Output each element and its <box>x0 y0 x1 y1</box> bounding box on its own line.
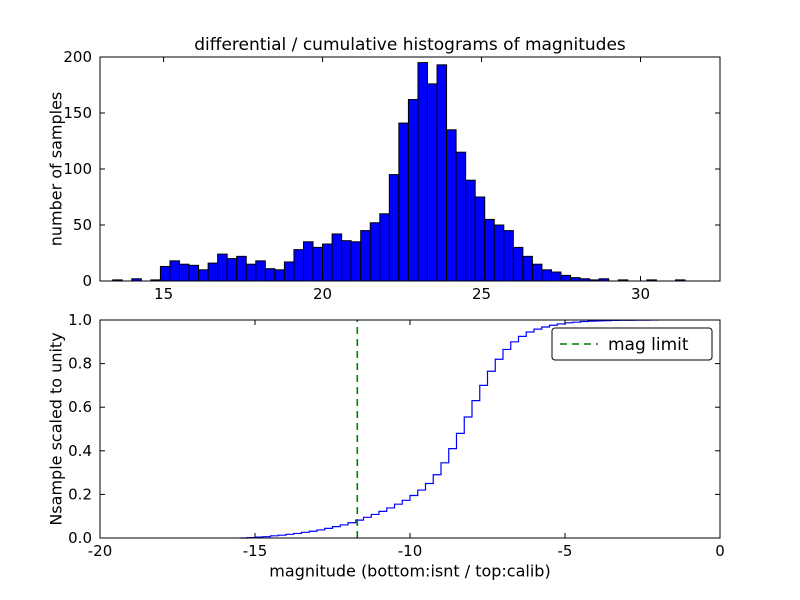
histogram-bar <box>407 99 419 282</box>
top-histogram-axes: 15 20 25 30 0 50 100 150 200 <box>63 48 721 303</box>
histogram-bar <box>465 179 476 282</box>
histogram-bar <box>388 174 400 282</box>
histogram-bar <box>522 255 533 282</box>
histogram-bar <box>369 222 381 282</box>
cumulative-curve <box>239 319 659 539</box>
y-tick-label: 0.4 <box>68 442 92 460</box>
y-tick-label: 0.2 <box>68 485 92 503</box>
x-tick-label: -10 <box>398 542 423 560</box>
x-tick-label: 30 <box>631 285 650 303</box>
legend: mag limit <box>551 327 713 361</box>
histogram-bar <box>245 263 257 282</box>
histogram-bar <box>322 243 333 282</box>
figure-title: differential / cumulative histograms of … <box>194 35 626 55</box>
y-tick-label: 0.8 <box>68 355 92 373</box>
histogram-bar <box>207 262 219 282</box>
histogram-bar <box>512 246 524 282</box>
x-tick-label: 15 <box>154 285 173 303</box>
axes-frame <box>99 319 721 539</box>
y-tick-label: 0 <box>82 272 92 290</box>
histogram-bar <box>570 277 581 282</box>
x-tick-label: -20 <box>88 542 113 560</box>
histogram-bar <box>178 263 190 282</box>
legend-box <box>551 327 713 361</box>
histogram-bar <box>503 230 514 282</box>
histogram-bar <box>226 258 238 282</box>
x-tick-label: 20 <box>313 285 332 303</box>
histogram-bar <box>560 274 572 282</box>
histogram-bar <box>398 122 409 282</box>
histogram-bar <box>217 253 228 282</box>
histogram-bar <box>379 213 390 282</box>
histogram-bar <box>426 83 438 282</box>
histogram-bar <box>341 240 352 282</box>
histogram-bar <box>541 269 552 282</box>
axes-frame <box>99 56 721 282</box>
histogram-bar <box>264 268 276 282</box>
histogram-bar <box>360 230 371 282</box>
histogram-bar <box>293 249 304 282</box>
histogram-bar <box>188 264 200 282</box>
histogram-bar <box>255 260 266 282</box>
y-tick-label: 100 <box>63 160 92 178</box>
histogram-bar <box>484 218 495 282</box>
bottom-cumulative-axes: -20 -15 -10 -5 0 0.0 0.2 0.4 0.6 0.8 1.0 mag limit <box>68 311 725 560</box>
histogram-bar <box>455 151 467 282</box>
histogram-bar <box>531 263 543 282</box>
y-tick-label: 150 <box>63 104 92 122</box>
histogram-bar <box>198 269 209 282</box>
histogram-bar <box>436 64 448 282</box>
histogram-bar <box>236 255 247 282</box>
histogram-bar <box>283 261 295 282</box>
histogram-bar <box>312 246 324 282</box>
y-tick-label: 1.0 <box>68 311 92 329</box>
histogram-bar <box>169 260 180 282</box>
histogram-bar <box>474 196 486 282</box>
x-tick-label: 0 <box>715 542 725 560</box>
histogram-bar <box>350 241 362 282</box>
histogram-bar <box>302 241 314 282</box>
histogram-bar <box>331 233 343 282</box>
legend-label: mag limit <box>608 335 689 355</box>
histogram-bar <box>159 265 171 282</box>
y-tick-label: 0.6 <box>68 398 92 416</box>
histogram-bar <box>550 271 562 282</box>
histogram-bar <box>493 224 505 282</box>
y-tick-label: 200 <box>63 48 92 66</box>
histogram-bars <box>112 62 686 282</box>
x-tick-label: -15 <box>243 542 268 560</box>
histogram-bar <box>446 129 457 282</box>
histogram-bar <box>417 62 428 282</box>
bottom-xlabel: magnitude (bottom:isnt / top:calib) <box>269 561 551 581</box>
x-tick-label: -5 <box>558 542 573 560</box>
y-tick-label: 50 <box>73 216 92 234</box>
histogram-bar <box>274 269 285 282</box>
x-tick-label: 25 <box>472 285 491 303</box>
y-tick-label: 0.0 <box>68 529 92 547</box>
